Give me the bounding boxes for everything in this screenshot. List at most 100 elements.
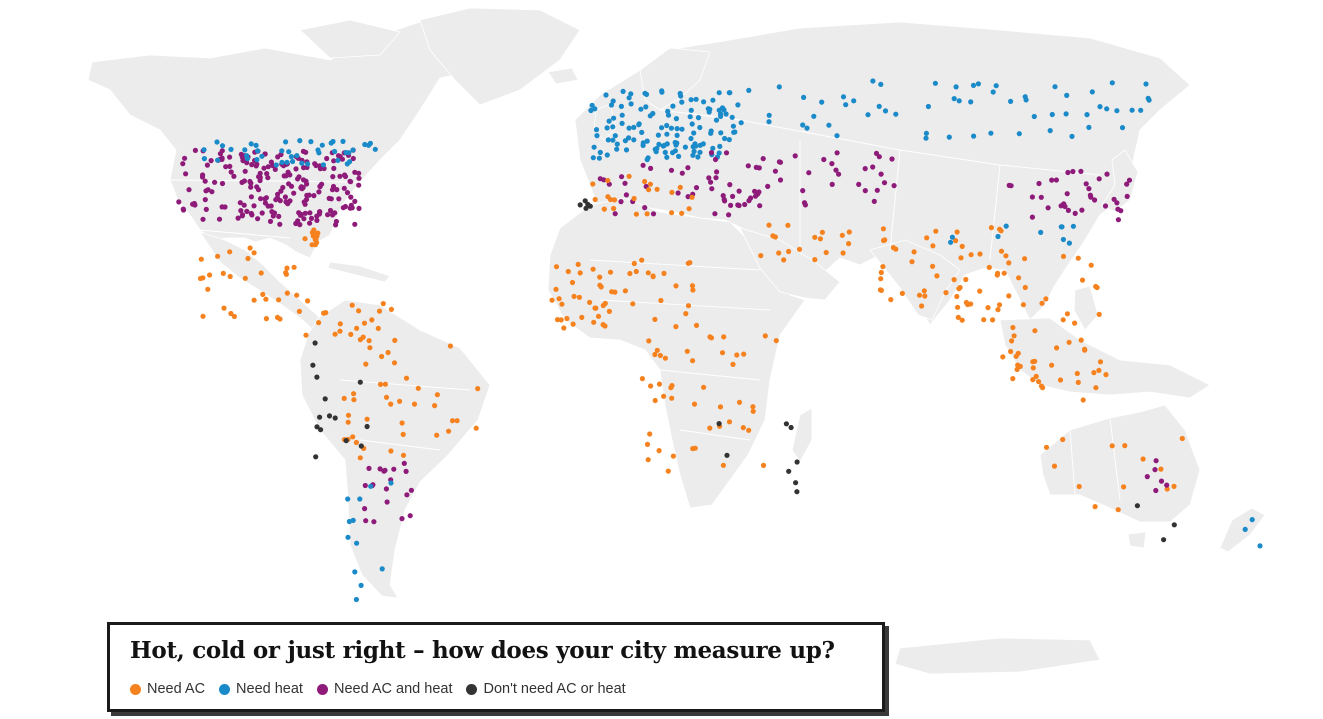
city-dot-need-ac (1060, 317, 1066, 323)
city-dot-need-ac (746, 427, 752, 433)
need-ac-swatch-icon (130, 683, 141, 695)
city-dot-need-heat (710, 145, 716, 151)
city-dot-need-heat (647, 113, 653, 119)
city-dot-need-ac-and-heat (1036, 180, 1042, 187)
city-dot-need-ac (685, 260, 691, 266)
city-dot-need-ac (403, 375, 410, 381)
city-dot-need-ac (303, 332, 309, 338)
city-dot-need-ac (220, 270, 226, 276)
city-dot-need-heat (319, 142, 325, 148)
madagascar (791, 407, 813, 463)
city-dot-need-heat (610, 98, 616, 104)
city-dot-need-ac (1074, 370, 1080, 377)
city-dot-need-heat (851, 98, 857, 104)
city-dot-need-heat (716, 150, 722, 156)
city-dot-need-ac-and-heat (208, 158, 214, 164)
city-dot-need-ac (553, 286, 559, 292)
city-dot-need-heat (876, 103, 882, 109)
legend-label-need-ac-and-heat: Need AC and heat (333, 681, 453, 697)
city-dot-need-ac-and-heat (1114, 200, 1120, 206)
city-dot-need-heat (248, 141, 254, 147)
city-dot-need-ac (1096, 367, 1102, 373)
city-dot-need-ac (812, 234, 818, 240)
city-dot-need-ac (1032, 328, 1038, 334)
city-dot-need-heat (362, 141, 368, 148)
city-dot-need-heat (623, 147, 630, 153)
city-dot-need-ac (1096, 311, 1102, 317)
city-dot-need-ac-and-heat (1144, 474, 1150, 480)
city-dot-need-ac-and-heat (333, 222, 339, 228)
city-dot-need-ac (602, 323, 608, 329)
city-dot-need-ac (364, 416, 370, 422)
city-dot-need-ac (686, 206, 692, 212)
city-dot-need-ac (367, 345, 373, 351)
city-dot-need-heat (228, 146, 234, 152)
city-dot-need-ac-and-heat (235, 215, 241, 221)
city-dot-need-ac (880, 226, 887, 232)
city-dot-need-ac-and-heat (801, 200, 808, 206)
city-dot-need-ac (1093, 385, 1099, 391)
city-dot-need-ac-and-heat (1153, 458, 1159, 464)
city-dot-need-ac-and-heat (862, 188, 868, 194)
city-dot-need-ac-and-heat (1029, 214, 1035, 220)
city-dot-need-ac (591, 319, 597, 325)
city-dot-need-heat (626, 125, 632, 131)
city-dot-dont-need (314, 424, 320, 430)
city-dot-need-ac-and-heat (829, 181, 835, 187)
city-dot-need-heat (259, 153, 265, 159)
city-dot-need-ac (1010, 376, 1016, 382)
city-dot-need-ac (1080, 397, 1086, 403)
city-dot-need-ac-and-heat (752, 188, 758, 194)
city-dot-need-heat (990, 89, 996, 95)
city-dot-need-ac (385, 349, 391, 356)
city-dot-need-ac (750, 404, 756, 410)
city-dot-need-ac-and-heat (239, 213, 245, 219)
south-america (299, 299, 491, 599)
city-dot-need-ac (888, 297, 894, 303)
city-dot-need-ac-and-heat (679, 170, 685, 176)
city-dot-need-ac (579, 314, 585, 320)
city-dot-need-ac-and-heat (1065, 207, 1071, 213)
city-dot-need-ac (839, 232, 845, 238)
city-dot-need-ac-and-heat (1070, 168, 1076, 175)
city-dot-need-ac-and-heat (356, 205, 362, 211)
city-dot-need-ac-and-heat (248, 194, 254, 200)
city-dot-need-ac (882, 237, 888, 243)
city-dot-need-ac (351, 397, 357, 403)
city-dot-need-ac-and-heat (327, 207, 334, 214)
city-dot-need-ac (565, 268, 571, 275)
city-dot-need-ac-and-heat (1064, 191, 1070, 197)
city-dot-need-heat (340, 138, 346, 144)
city-dot-need-ac-and-heat (258, 196, 264, 202)
city-dot-need-ac (569, 279, 576, 286)
city-dot-need-ac-and-heat (192, 147, 198, 153)
city-dot-need-ac (708, 335, 715, 341)
city-dot-need-ac-and-heat (640, 162, 646, 168)
city-dot-need-ac-and-heat (325, 212, 331, 218)
city-dot-need-ac (770, 233, 776, 239)
city-dot-need-heat (201, 156, 207, 162)
continents (87, 7, 1266, 675)
legend-item-need-heat: Need heat (219, 681, 303, 697)
city-dot-need-heat (1129, 107, 1135, 113)
city-dot-need-heat (731, 129, 737, 135)
city-dot-need-ac-and-heat (276, 213, 282, 219)
city-dot-need-ac (880, 264, 886, 270)
city-dot-need-ac-and-heat (870, 164, 876, 170)
city-dot-need-heat (283, 139, 289, 145)
city-dot-need-heat (687, 114, 693, 120)
city-dot-need-heat (923, 135, 929, 141)
city-dot-need-ac (924, 235, 930, 241)
city-dot-need-ac (1006, 260, 1012, 266)
city-dot-need-ac (930, 263, 936, 269)
city-dot-need-ac (258, 270, 264, 276)
city-dot-need-ac (454, 418, 460, 424)
city-dot-need-heat (1023, 97, 1029, 103)
city-dot-dont-need (788, 424, 794, 431)
city-dot-need-ac (958, 255, 964, 261)
city-dot-need-ac-and-heat (273, 197, 279, 203)
city-dot-need-ac (977, 288, 983, 294)
city-dot-need-ac-and-heat (730, 193, 736, 199)
city-dot-need-ac (1051, 463, 1058, 469)
city-dot-dont-need (587, 203, 593, 209)
